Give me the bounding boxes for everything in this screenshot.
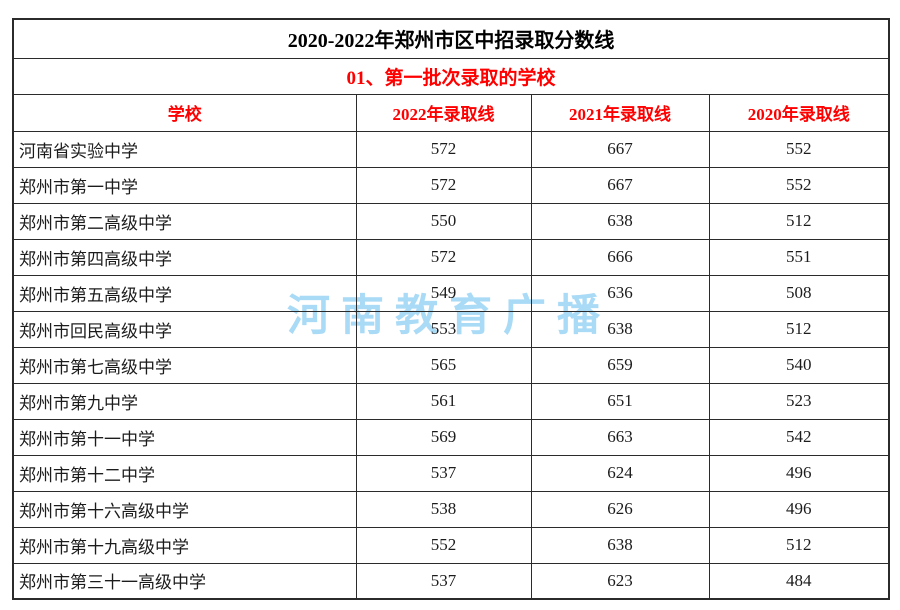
table-row: 郑州市第四高级中学 572 666 551 xyxy=(12,238,890,276)
score-2022-cell: 538 xyxy=(355,490,532,528)
table-row: 河南省实验中学 572 667 552 xyxy=(12,130,890,168)
school-cell: 郑州市第一中学 xyxy=(12,166,357,204)
table-row: 郑州市第九中学 561 651 523 xyxy=(12,382,890,420)
score-2021-cell: 667 xyxy=(530,166,710,204)
score-2020-cell: 496 xyxy=(708,454,890,492)
table-row: 郑州市第二高级中学 550 638 512 xyxy=(12,202,890,240)
school-cell: 郑州市第七高级中学 xyxy=(12,346,357,384)
table-row: 郑州市第七高级中学 565 659 540 xyxy=(12,346,890,384)
table-row: 郑州市回民高级中学 553 638 512 xyxy=(12,310,890,348)
section-header: 01、第一批次录取的学校 xyxy=(12,57,890,95)
score-2022-cell: 569 xyxy=(355,418,532,456)
table-row: 郑州市第三十一高级中学 537 623 484 xyxy=(12,562,890,600)
score-2022-cell: 552 xyxy=(355,526,532,564)
score-2020-cell: 551 xyxy=(708,238,890,276)
table-row: 郑州市第十一中学 569 663 542 xyxy=(12,418,890,456)
score-2020-cell: 552 xyxy=(708,130,890,168)
column-header-2022: 2022年录取线 xyxy=(355,93,532,132)
scores-table-container: 2020-2022年郑州市区中招录取分数线 01、第一批次录取的学校 学校 20… xyxy=(12,18,891,600)
score-2022-cell: 572 xyxy=(355,238,532,276)
score-2020-cell: 512 xyxy=(708,310,890,348)
school-cell: 郑州市第三十一高级中学 xyxy=(12,562,357,600)
score-2021-cell: 651 xyxy=(530,382,710,420)
score-2022-cell: 550 xyxy=(355,202,532,240)
school-cell: 郑州市第九中学 xyxy=(12,382,357,420)
score-2022-cell: 565 xyxy=(355,346,532,384)
score-2022-cell: 553 xyxy=(355,310,532,348)
score-2021-cell: 638 xyxy=(530,310,710,348)
score-2021-cell: 659 xyxy=(530,346,710,384)
score-2021-cell: 663 xyxy=(530,418,710,456)
score-2022-cell: 572 xyxy=(355,130,532,168)
score-2021-cell: 636 xyxy=(530,274,710,312)
score-2022-cell: 537 xyxy=(355,562,532,600)
scores-table: 2020-2022年郑州市区中招录取分数线 01、第一批次录取的学校 学校 20… xyxy=(12,18,891,600)
score-2020-cell: 523 xyxy=(708,382,890,420)
score-2020-cell: 552 xyxy=(708,166,890,204)
school-cell: 郑州市第二高级中学 xyxy=(12,202,357,240)
school-cell: 郑州市第十一中学 xyxy=(12,418,357,456)
score-2021-cell: 623 xyxy=(530,562,710,600)
column-header-2021: 2021年录取线 xyxy=(530,93,710,132)
school-cell: 郑州市第十六高级中学 xyxy=(12,490,357,528)
score-2020-cell: 542 xyxy=(708,418,890,456)
column-header-school: 学校 xyxy=(12,93,357,132)
table-row: 郑州市第十六高级中学 538 626 496 xyxy=(12,490,890,528)
score-2021-cell: 624 xyxy=(530,454,710,492)
table-row: 郑州市第十二中学 537 624 496 xyxy=(12,454,890,492)
table-row: 郑州市第五高级中学 549 636 508 xyxy=(12,274,890,312)
score-2022-cell: 537 xyxy=(355,454,532,492)
score-2020-cell: 484 xyxy=(708,562,890,600)
table-row: 郑州市第十九高级中学 552 638 512 xyxy=(12,526,890,564)
column-header-row: 学校 2022年录取线 2021年录取线 2020年录取线 xyxy=(12,93,890,132)
score-2020-cell: 512 xyxy=(708,202,890,240)
page-title: 2020-2022年郑州市区中招录取分数线 xyxy=(12,18,890,59)
school-cell: 河南省实验中学 xyxy=(12,130,357,168)
score-2021-cell: 666 xyxy=(530,238,710,276)
score-2021-cell: 667 xyxy=(530,130,710,168)
score-2021-cell: 638 xyxy=(530,202,710,240)
score-2022-cell: 549 xyxy=(355,274,532,312)
score-2021-cell: 626 xyxy=(530,490,710,528)
score-2022-cell: 572 xyxy=(355,166,532,204)
school-cell: 郑州市第十二中学 xyxy=(12,454,357,492)
score-2021-cell: 638 xyxy=(530,526,710,564)
score-2020-cell: 508 xyxy=(708,274,890,312)
school-cell: 郑州市第十九高级中学 xyxy=(12,526,357,564)
score-2022-cell: 561 xyxy=(355,382,532,420)
table-row: 郑州市第一中学 572 667 552 xyxy=(12,166,890,204)
score-2020-cell: 540 xyxy=(708,346,890,384)
school-cell: 郑州市第四高级中学 xyxy=(12,238,357,276)
section-header-row: 01、第一批次录取的学校 xyxy=(12,57,890,95)
score-2020-cell: 512 xyxy=(708,526,890,564)
column-header-2020: 2020年录取线 xyxy=(708,93,890,132)
score-2020-cell: 496 xyxy=(708,490,890,528)
school-cell: 郑州市回民高级中学 xyxy=(12,310,357,348)
table-title-row: 2020-2022年郑州市区中招录取分数线 xyxy=(12,18,890,59)
school-cell: 郑州市第五高级中学 xyxy=(12,274,357,312)
